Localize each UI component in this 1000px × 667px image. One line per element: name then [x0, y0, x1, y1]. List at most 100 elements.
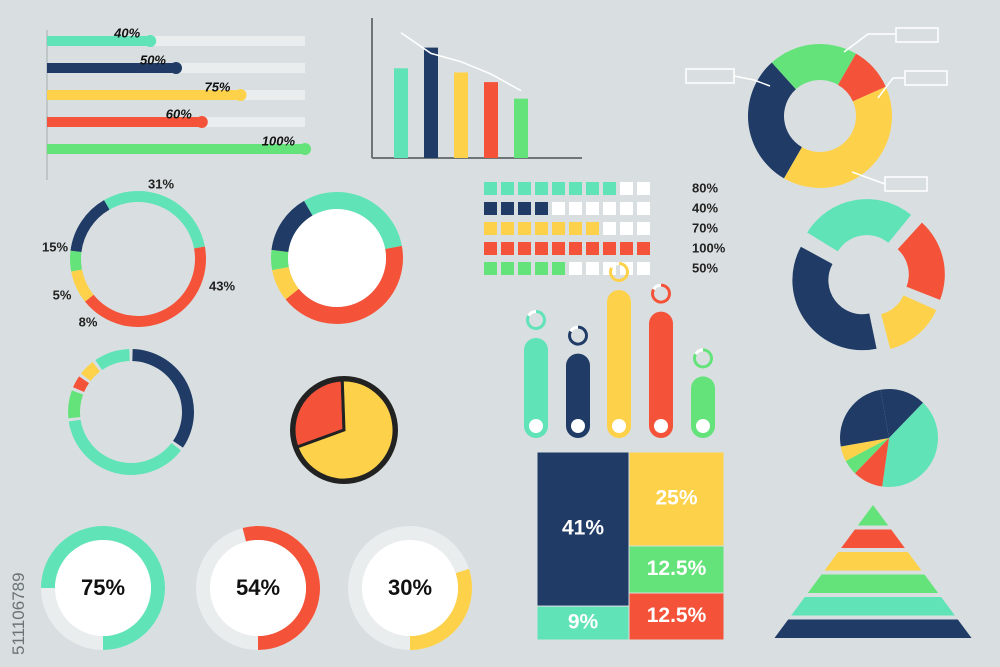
vertical-bar-chart — [371, 18, 582, 159]
pyramid-chart — [774, 505, 972, 638]
row-label: 70% — [692, 220, 718, 235]
pie-slice — [845, 438, 889, 474]
donut-slice — [792, 246, 877, 351]
grid-square — [637, 182, 650, 195]
ring-center — [210, 540, 306, 636]
bar-label: 75% — [204, 79, 230, 94]
donut-slice — [897, 222, 945, 300]
grid-square — [535, 202, 548, 215]
slice-label: 15% — [42, 239, 68, 254]
pie-slice — [840, 389, 889, 447]
pyramid-level — [841, 529, 905, 548]
ring-progress — [410, 568, 473, 650]
pill-knob — [571, 419, 585, 433]
pill-ring-track — [652, 283, 661, 291]
pill-ring — [567, 325, 588, 346]
bar — [47, 117, 202, 127]
pie-slice — [854, 438, 889, 487]
grid-square — [518, 242, 531, 255]
treemap-cell — [536, 605, 630, 641]
pill-ring-track — [569, 325, 578, 333]
treemap-label: 12.5% — [647, 557, 707, 580]
grid-square — [501, 222, 514, 235]
callout-box — [895, 27, 939, 43]
grid-square — [484, 242, 497, 255]
donut-slice — [85, 246, 207, 328]
bar — [47, 63, 176, 73]
grid-square — [603, 242, 616, 255]
donut-slice — [71, 269, 94, 302]
grid-square — [569, 182, 582, 195]
donut-slice — [104, 191, 205, 249]
pill-bar — [566, 353, 590, 438]
ring-label: 75% — [81, 575, 125, 600]
ring-progress — [242, 525, 320, 650]
grid-square — [484, 182, 497, 195]
bar — [47, 90, 241, 100]
horizontal-progress-bars: 40%50% 75% 60% 100% — [46, 25, 311, 180]
grid-square — [637, 242, 650, 255]
grid-square — [501, 262, 514, 275]
multi-slice-pie-chart — [840, 388, 938, 487]
ring-label: 54% — [236, 575, 280, 600]
grid-square — [620, 182, 633, 195]
bar-end-dot — [170, 62, 182, 74]
donut-slice — [748, 62, 802, 179]
callout-line — [843, 33, 896, 53]
pie-slice — [882, 402, 938, 487]
labeled-donut-chart: 31% 43% 8% 5% 15% — [42, 176, 235, 329]
donut-slice — [70, 200, 110, 252]
callout-line — [733, 75, 771, 87]
donut-slice — [771, 43, 856, 90]
row-label: 80% — [692, 180, 718, 195]
grid-square — [586, 182, 599, 195]
grid-square — [620, 242, 633, 255]
callout-donut-chart — [685, 27, 948, 192]
ring-segment — [73, 376, 89, 392]
pie-slice — [840, 438, 889, 462]
grid-square — [535, 222, 548, 235]
ring-segment — [68, 390, 84, 419]
donut-slice — [881, 295, 937, 350]
ring-segment — [132, 349, 195, 448]
pill-thermometer-chart — [524, 262, 715, 438]
pie-slice — [295, 378, 396, 482]
donut-slice — [807, 199, 912, 252]
bar-label: 40% — [113, 25, 140, 40]
pill-bar — [649, 311, 673, 438]
pie-slice — [292, 378, 346, 450]
bar-label: 50% — [140, 52, 166, 67]
bar-track — [47, 36, 305, 46]
donut-slice — [784, 86, 892, 188]
bar-end-dot — [234, 89, 247, 101]
pill-knob — [529, 419, 543, 433]
segmented-ring-chart — [68, 349, 195, 475]
grid-square — [552, 202, 565, 215]
pill-ring — [525, 310, 546, 330]
pill-ring — [651, 283, 671, 304]
pyramid-level — [807, 574, 939, 593]
two-slice-pie-chart — [290, 376, 398, 484]
pill-ring-track — [610, 262, 619, 269]
pill-knob — [696, 419, 710, 433]
bar-label: 60% — [166, 106, 192, 121]
grid-square — [501, 202, 514, 215]
bar-end-dot — [195, 116, 208, 128]
grid-square — [484, 262, 497, 275]
grid-square — [569, 222, 582, 235]
grid-square — [535, 242, 548, 255]
treemap-cell — [628, 545, 725, 594]
stock-id-text: 511106789 — [9, 572, 28, 655]
row-label: 100% — [692, 240, 726, 255]
donut-slice — [272, 267, 299, 300]
grid-square — [501, 242, 514, 255]
grid-square — [637, 262, 650, 275]
ring-center — [55, 540, 151, 636]
progress-ring-charts: 75% 54% 30% — [41, 525, 473, 650]
grid-square — [518, 262, 531, 275]
treemap-label: 9% — [568, 611, 599, 634]
grid-square — [620, 222, 633, 235]
ring-segment — [81, 362, 100, 381]
donut-slice — [70, 250, 82, 272]
